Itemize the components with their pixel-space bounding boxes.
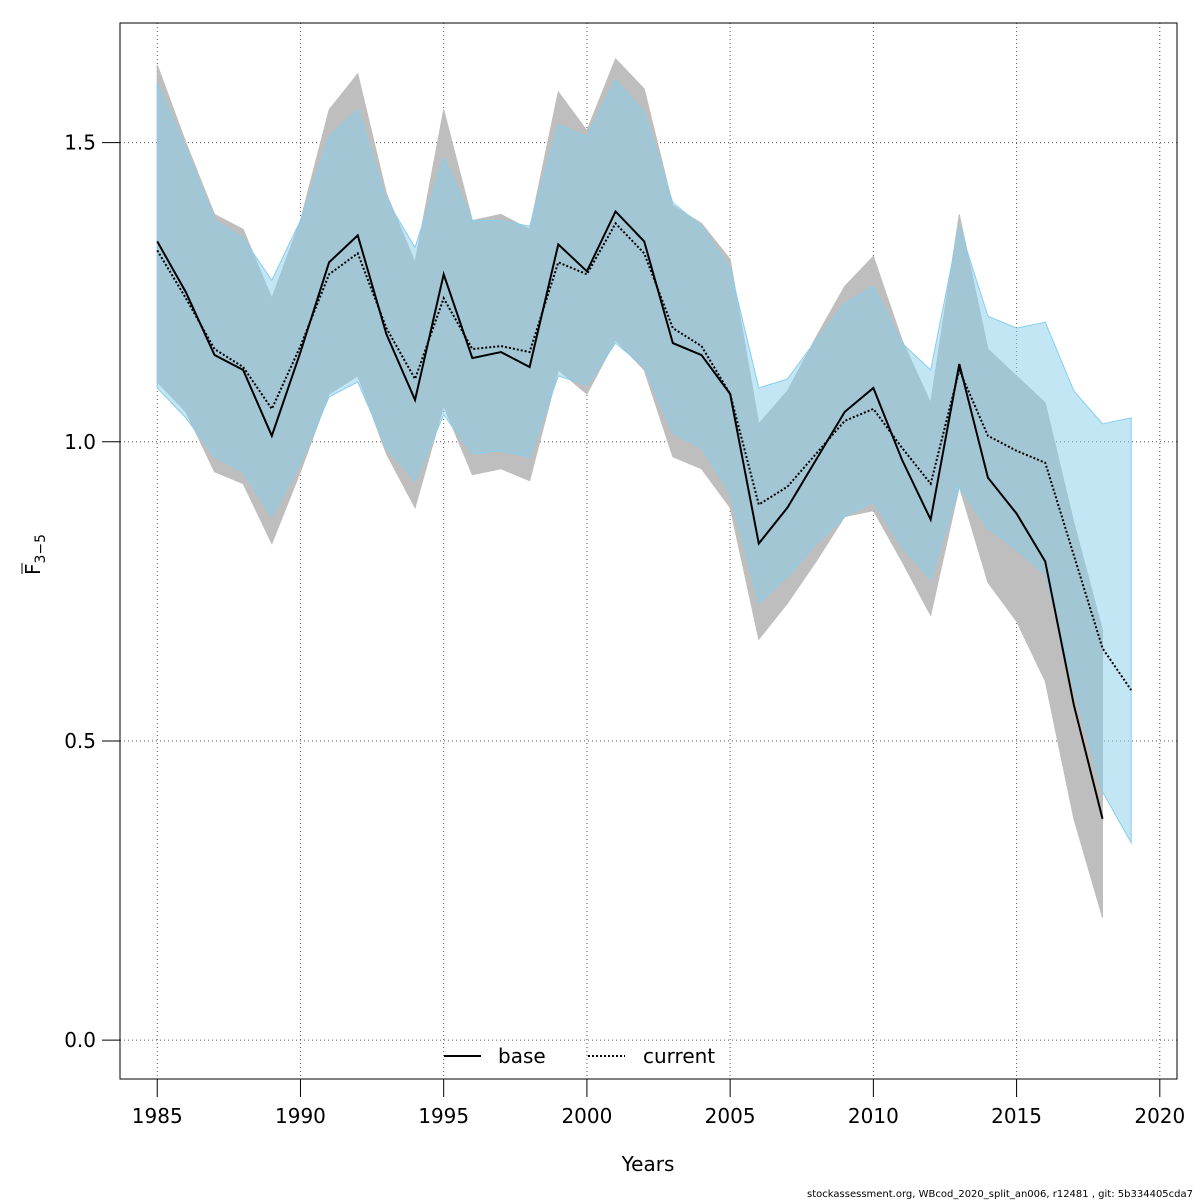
- x-tick-label: 2000: [561, 1104, 612, 1128]
- x-tick-label: 1985: [132, 1104, 183, 1128]
- series-lines: [156, 209, 1132, 819]
- y-axis-title-subscript: 3−5: [33, 534, 49, 564]
- y-axis-title-letter: F: [21, 563, 45, 575]
- x-tick-label: 1995: [418, 1104, 469, 1128]
- y-tick-label: 1.5: [64, 131, 96, 155]
- x-tick-label: 2020: [1134, 1104, 1185, 1128]
- y-tick-label: 0.5: [64, 729, 96, 753]
- legend: base current: [444, 1044, 715, 1068]
- series-line-current: [156, 221, 1132, 691]
- y-tick-label: 0.0: [64, 1028, 96, 1052]
- axes: 1985 1990 1995 2000 2005 2010 2015 2020 0.0 0.5 1.…: [64, 131, 1185, 1128]
- y-axis-title: F3−5: [21, 534, 49, 575]
- x-axis-title: Years: [621, 1152, 675, 1176]
- series-line-base: [156, 209, 1104, 819]
- x-tick-label: 2015: [991, 1104, 1042, 1128]
- footer-credit: stockassessment.org, WBcod_2020_split_an…: [807, 1189, 1193, 1200]
- confidence-bands: [156, 57, 1132, 918]
- y-tick-label: 1.0: [64, 430, 96, 454]
- legend-label-current: current: [643, 1044, 715, 1068]
- x-tick-label: 1990: [275, 1104, 326, 1128]
- confidence-band-current: [156, 78, 1132, 845]
- x-tick-label: 2010: [848, 1104, 899, 1128]
- y-axis-title-main: F3−5: [21, 534, 49, 575]
- legend-label-base: base: [498, 1044, 546, 1068]
- x-tick-label: 2005: [705, 1104, 756, 1128]
